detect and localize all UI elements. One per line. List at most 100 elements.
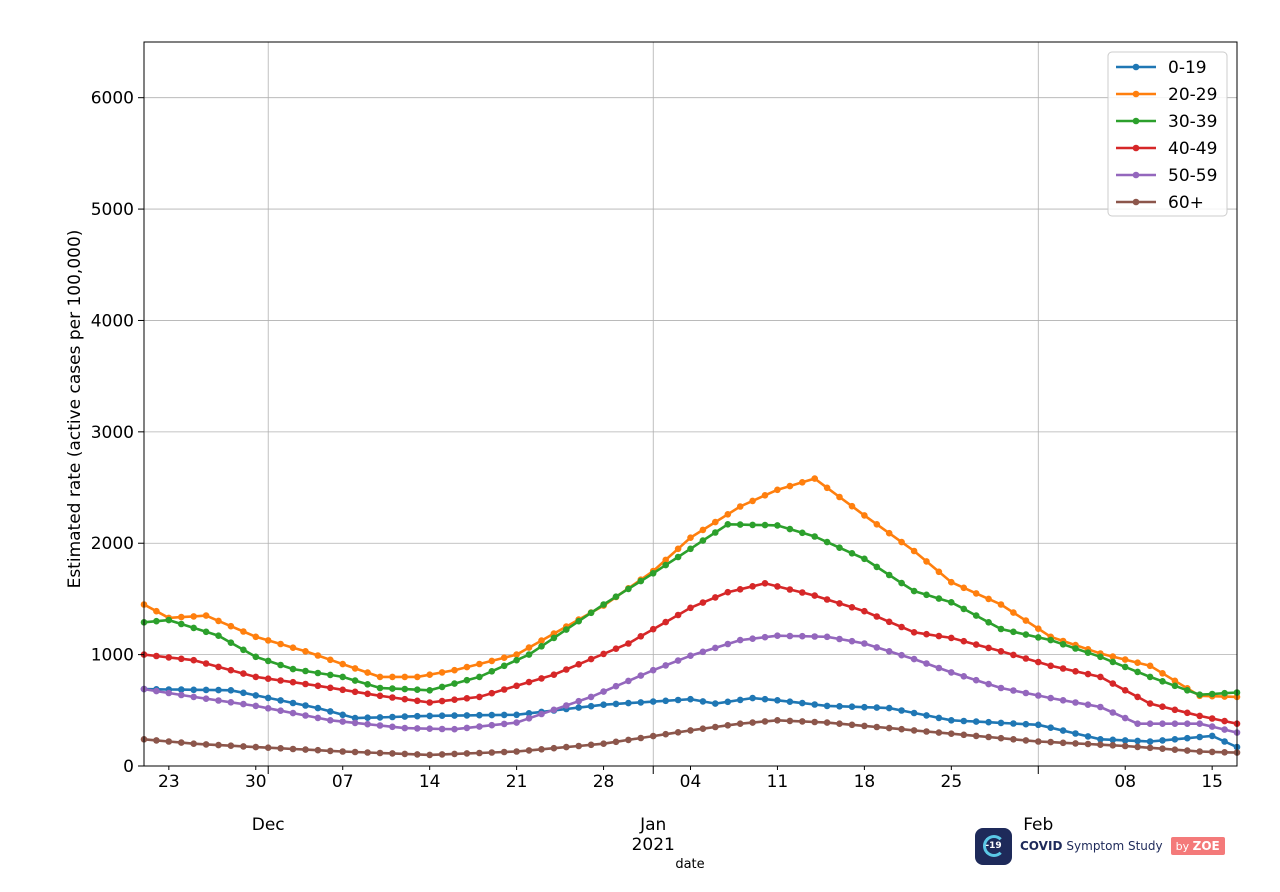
data-point	[153, 687, 160, 695]
data-point	[1109, 658, 1117, 666]
data-point	[451, 680, 458, 687]
data-point	[1208, 690, 1216, 698]
data-point	[823, 538, 831, 546]
data-point	[612, 593, 620, 600]
data-point	[190, 740, 197, 747]
data-point	[1010, 720, 1017, 727]
data-point	[997, 625, 1005, 633]
data-point	[811, 475, 818, 482]
data-point	[612, 738, 620, 746]
data-point	[227, 742, 235, 749]
data-point	[960, 673, 968, 680]
data-point	[302, 680, 309, 688]
data-point	[476, 660, 483, 668]
data-point	[401, 750, 409, 758]
data-point	[575, 661, 582, 668]
data-point	[985, 680, 992, 688]
data-point	[786, 717, 794, 725]
tick-label-x: 28	[593, 772, 615, 792]
data-point	[948, 669, 955, 676]
data-point	[712, 700, 719, 707]
data-point	[736, 586, 744, 593]
data-point	[314, 669, 322, 677]
data-point	[500, 654, 508, 661]
data-point	[476, 711, 483, 719]
data-point	[637, 734, 645, 742]
data-point	[339, 660, 347, 668]
tick-label-x: 14	[419, 772, 441, 792]
data-point	[178, 655, 185, 663]
data-point	[215, 632, 222, 639]
data-point	[302, 712, 309, 719]
data-point	[836, 720, 843, 727]
data-point	[861, 555, 868, 563]
data-point	[997, 684, 1005, 692]
data-point	[488, 749, 496, 756]
data-point	[575, 617, 582, 625]
data-point	[513, 711, 520, 719]
tick-label-x: 23	[158, 772, 180, 792]
data-point	[985, 595, 992, 603]
data-point	[699, 725, 707, 732]
data-point	[712, 529, 719, 536]
data-point	[935, 595, 943, 602]
data-point	[438, 751, 446, 758]
data-point	[513, 682, 520, 690]
data-point	[587, 693, 595, 701]
data-point	[923, 591, 930, 599]
data-point	[1208, 748, 1216, 756]
data-point	[662, 662, 669, 669]
data-point	[414, 751, 421, 758]
data-point	[153, 617, 160, 625]
data-point	[227, 699, 235, 706]
data-point	[389, 713, 396, 721]
data-point	[376, 692, 384, 700]
data-point	[823, 633, 831, 641]
data-point	[724, 698, 732, 706]
data-point	[339, 686, 347, 694]
data-point	[190, 656, 197, 664]
data-point	[426, 712, 434, 720]
legend-marker	[1132, 171, 1140, 179]
data-point	[674, 696, 682, 704]
data-point	[401, 713, 409, 720]
data-point	[376, 684, 384, 692]
data-point	[799, 479, 806, 486]
data-point	[774, 486, 781, 494]
legend-label: 50-59	[1168, 166, 1217, 186]
data-point	[1159, 670, 1166, 677]
data-point	[774, 522, 781, 529]
data-point	[376, 749, 384, 757]
data-point	[948, 717, 955, 724]
data-point	[327, 717, 334, 724]
tick-label-y: 4000	[91, 311, 134, 331]
data-point	[649, 698, 657, 705]
data-point	[1171, 682, 1179, 690]
data-point	[786, 698, 794, 705]
series-60+	[140, 717, 1241, 759]
data-point	[513, 651, 520, 658]
data-point	[190, 686, 197, 694]
data-point	[873, 704, 881, 711]
data-point	[1196, 748, 1203, 755]
data-point	[327, 684, 334, 692]
data-point	[438, 669, 446, 676]
data-point	[861, 703, 868, 711]
data-point	[873, 613, 881, 620]
data-point	[240, 670, 247, 677]
data-point	[972, 676, 980, 684]
data-point	[662, 697, 669, 705]
data-point	[612, 682, 620, 690]
data-point	[761, 695, 769, 703]
data-point	[1134, 659, 1141, 666]
data-point	[252, 692, 260, 699]
data-point	[587, 702, 595, 710]
data-point	[1097, 741, 1104, 748]
data-point	[227, 639, 235, 646]
data-point	[848, 721, 856, 729]
data-point	[1072, 730, 1079, 737]
data-point	[240, 628, 247, 635]
data-point	[699, 599, 707, 606]
legend-item: 0-19	[1116, 58, 1207, 78]
data-point	[600, 688, 607, 695]
